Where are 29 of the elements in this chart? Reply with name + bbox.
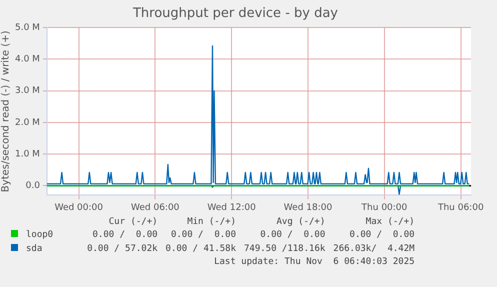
text: Max (-/+) — [364, 216, 416, 228]
x-tick-label: Wed 12:00 — [207, 202, 256, 213]
y-tick-label: 2.0 M — [14, 118, 40, 128]
x-tick-label: Thu 00:00 — [360, 202, 408, 213]
text: Cur (-/+) — [108, 216, 159, 228]
text: 0.00 / 41.58k — [164, 243, 237, 256]
legend-label: sda — [26, 244, 42, 254]
text: 0.00 / 0.00 — [170, 229, 237, 242]
text: 749.50 /118.16k — [243, 243, 326, 256]
chart-title: Throughput per device - by day — [132, 6, 338, 22]
y-tick-label: 1.0 M — [14, 149, 40, 160]
y-tick-label: 0.0 — [26, 181, 40, 192]
text: 0.00 / 0.00 — [348, 229, 416, 242]
text: 266.03k/ 4.42M — [332, 243, 416, 256]
y-tick-label: 4.0 M — [14, 54, 40, 65]
text: 0.00 / 0.00 — [92, 229, 159, 242]
text: Last update: Thu Nov 6 06:40:03 2025 — [213, 256, 416, 268]
y-axis-title: Bytes/second read (-) / write (+) — [0, 30, 12, 192]
text: Min (-/+) — [186, 216, 237, 228]
text: 0.00 / 0.00 — [259, 229, 326, 242]
y-tick-label: 3.0 M — [14, 86, 40, 96]
text: Avg (-/+) — [276, 216, 326, 228]
y-tick-label: 5.0 M — [14, 22, 40, 33]
legend-label: loop0 — [26, 230, 54, 240]
x-tick-label: Wed 06:00 — [130, 202, 180, 213]
x-tick-label: Wed 00:00 — [54, 202, 104, 213]
x-tick-label: Wed 18:00 — [284, 202, 332, 213]
text: 0.00 / 57.02k — [86, 243, 159, 256]
x-tick-label: Thu 06:00 — [436, 202, 484, 213]
